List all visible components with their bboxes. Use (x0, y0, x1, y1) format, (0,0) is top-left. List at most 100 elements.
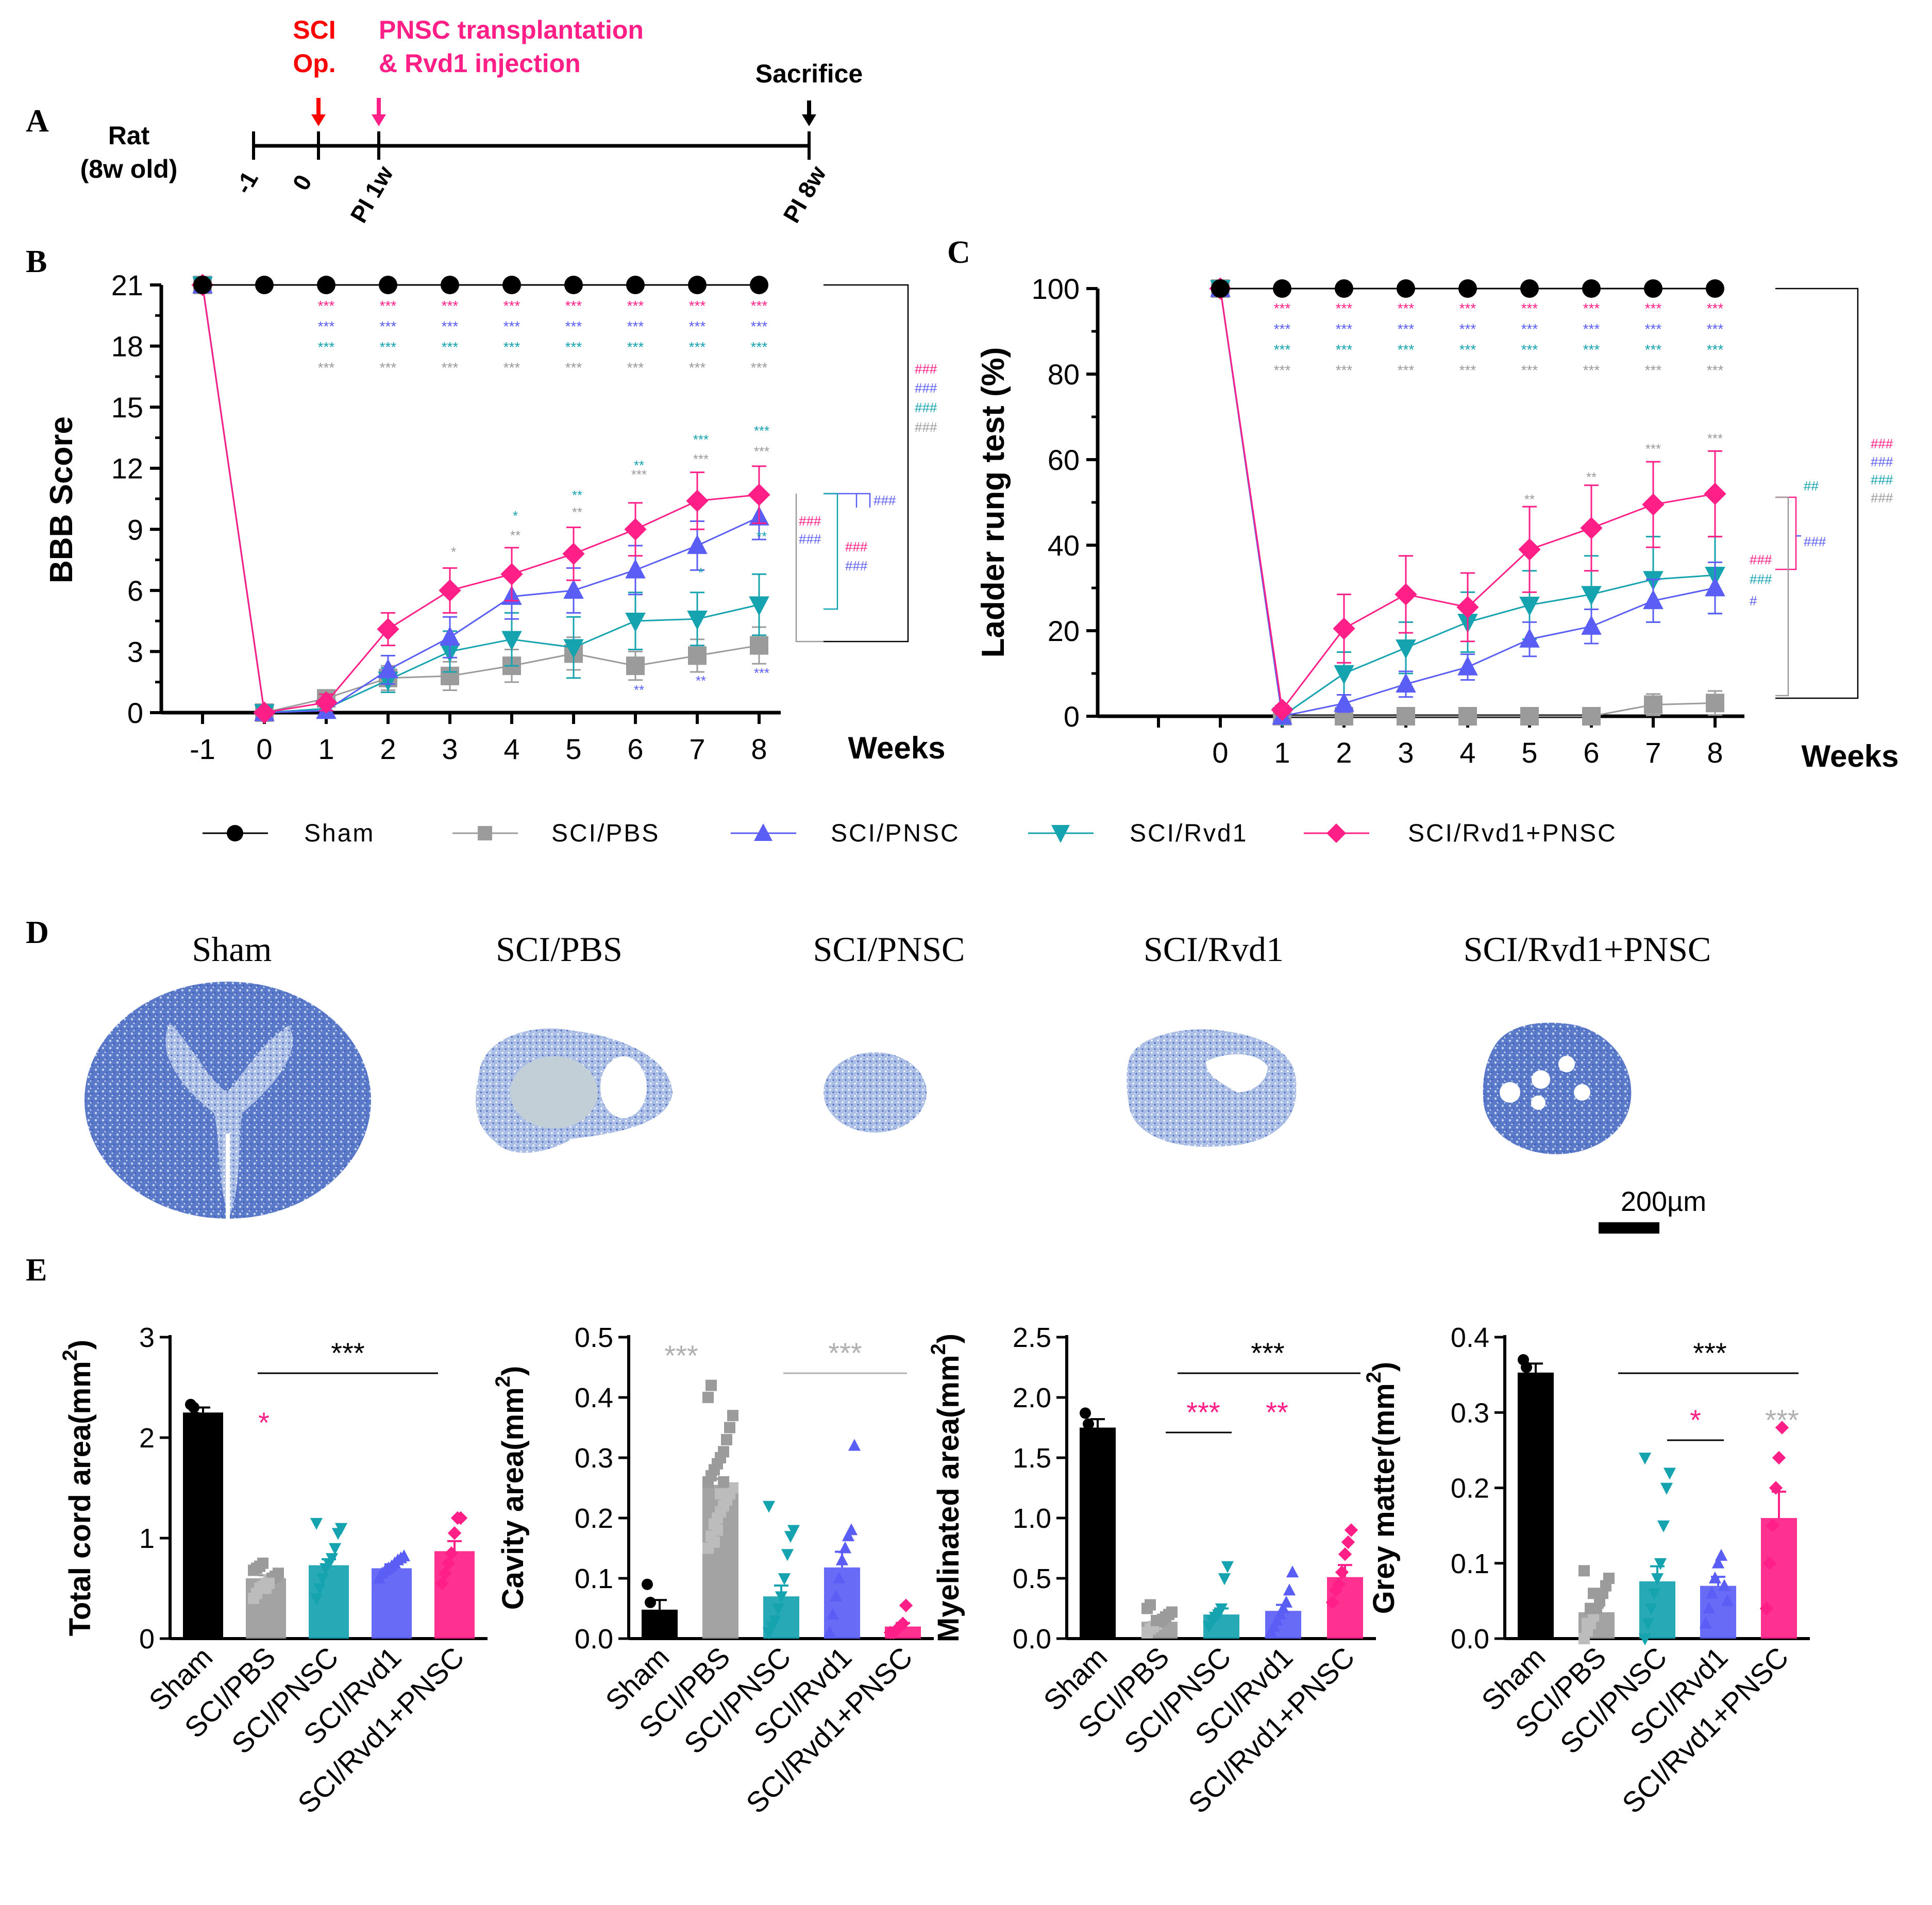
data-point (263, 1577, 275, 1589)
bar (183, 1412, 223, 1639)
data-point (1660, 1482, 1673, 1495)
annotation: *** (754, 423, 769, 439)
y-tick-label: 0.5 (575, 1322, 613, 1353)
significance-stars: ** (1266, 1396, 1288, 1428)
data-point (257, 1557, 268, 1569)
significance-stars: *** (751, 298, 768, 314)
bracket-label: ### (799, 531, 821, 547)
x-tick-label: 1 (318, 733, 334, 765)
chart-e3: Myelinated area(mm2)0.00.51.01.52.02.5Sh… (927, 1322, 1376, 1819)
data-point (771, 1603, 785, 1615)
data-point (1582, 707, 1601, 726)
data-point (1524, 1376, 1535, 1388)
bracket-label: ### (1871, 454, 1893, 469)
significance-stars: *** (1583, 342, 1600, 358)
bar (434, 1551, 475, 1639)
annotation: ** (572, 504, 582, 520)
data-point (1519, 597, 1540, 616)
significance-stars: *** (503, 360, 520, 376)
data-point (438, 1566, 452, 1580)
legend-marker-circle-icon (227, 825, 243, 841)
arrow-sci-icon (311, 114, 326, 126)
series-line (201, 284, 760, 714)
y-tick-label: 9 (127, 513, 143, 546)
y-tick-label: 80 (1048, 358, 1080, 391)
timeline-tick-label: -1 (229, 166, 263, 198)
x-tick-label: 7 (1645, 736, 1661, 769)
y-tick-label: 2 (139, 1423, 155, 1454)
data-point (1643, 589, 1664, 610)
significance-stars: *** (1459, 300, 1476, 316)
data-point (1520, 279, 1539, 298)
data-point (1396, 673, 1416, 693)
y-axis-label-superscript: 2 (927, 1343, 950, 1355)
data-point (1283, 1583, 1296, 1596)
data-point (823, 1626, 836, 1638)
data-point (1521, 1361, 1532, 1373)
data-point (899, 1598, 913, 1612)
annotation: ** (1586, 469, 1597, 485)
data-point (826, 1608, 839, 1620)
histology-rvd1-image (1127, 1029, 1297, 1147)
significance-stars: *** (1645, 362, 1662, 378)
bracket (824, 284, 909, 643)
significance-stars: *** (828, 1337, 862, 1369)
series-sham (193, 276, 768, 294)
data-point (378, 659, 398, 679)
data-point (842, 1529, 855, 1541)
significance-stars: *** (1186, 1396, 1220, 1428)
timeline-subject-age: (8w old) (80, 155, 178, 183)
data-point (1520, 707, 1539, 726)
data-point (1759, 1601, 1774, 1615)
y-tick-label: 3 (139, 1322, 155, 1353)
significance-stars: *** (627, 298, 644, 314)
significance-stars: *** (380, 360, 397, 376)
significance-stars: *** (565, 318, 582, 334)
x-tick-label: 5 (1521, 736, 1537, 769)
significance-stars: *** (442, 318, 459, 334)
data-point (829, 1589, 843, 1601)
y-tick-label: 1.0 (1013, 1503, 1051, 1534)
legend-item: SCI/PBS (452, 820, 658, 847)
data-point (188, 1402, 199, 1413)
significance-stars: *** (1521, 321, 1538, 337)
significance-stars: *** (1707, 321, 1724, 337)
bracket-label: ### (873, 493, 896, 508)
y-axis-label-end: ) (1367, 1362, 1401, 1372)
legend-marker-square-icon (478, 826, 492, 840)
significance-stars: *** (318, 360, 335, 376)
histology-pbs-image (476, 1028, 673, 1153)
data-point (1644, 1603, 1658, 1615)
y-axis-label-text: Cavity area(mm (496, 1387, 530, 1610)
annotation: ** (634, 682, 644, 698)
data-point (1769, 1481, 1783, 1495)
data-point (1775, 1421, 1789, 1435)
y-tick-label: 20 (1048, 615, 1080, 647)
data-point (1603, 1573, 1615, 1584)
histology-sham-image (85, 982, 371, 1219)
data-point (1638, 1633, 1652, 1646)
data-point (1166, 1606, 1178, 1618)
legend-item: Sham (203, 820, 373, 847)
data-point (1585, 1603, 1596, 1614)
series-line (201, 284, 760, 714)
significance-stars: *** (1398, 342, 1415, 358)
data-point (328, 1543, 342, 1555)
bracket-label: ## (1804, 478, 1819, 494)
data-point (562, 543, 585, 565)
data-point (1396, 639, 1416, 659)
event-sacrifice: Sacrifice (755, 59, 863, 88)
y-axis-label-superscript: 2 (492, 1376, 514, 1387)
significance-stars: *** (503, 339, 520, 355)
data-point (651, 1621, 662, 1632)
significance-stars: * (1690, 1404, 1701, 1436)
data-point (1715, 1548, 1728, 1561)
x-tick-label: 1 (1274, 736, 1290, 769)
significance-stars: *** (318, 298, 335, 314)
panel-label-c: C (947, 235, 970, 270)
y-tick-label: 2.0 (1013, 1383, 1051, 1413)
y-tick-label: 0 (1064, 700, 1080, 733)
annotation: *** (693, 432, 709, 447)
y-tick-label: 1.5 (1013, 1443, 1051, 1474)
data-point (1582, 1617, 1593, 1629)
